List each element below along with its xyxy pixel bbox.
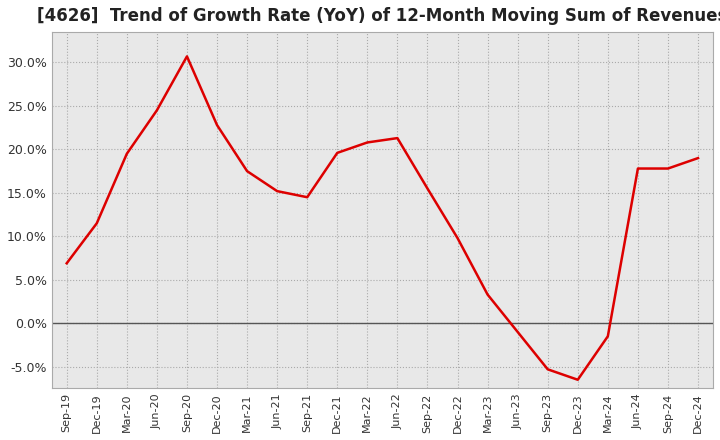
Title: [4626]  Trend of Growth Rate (YoY) of 12-Month Moving Sum of Revenues: [4626] Trend of Growth Rate (YoY) of 12-… — [37, 7, 720, 25]
